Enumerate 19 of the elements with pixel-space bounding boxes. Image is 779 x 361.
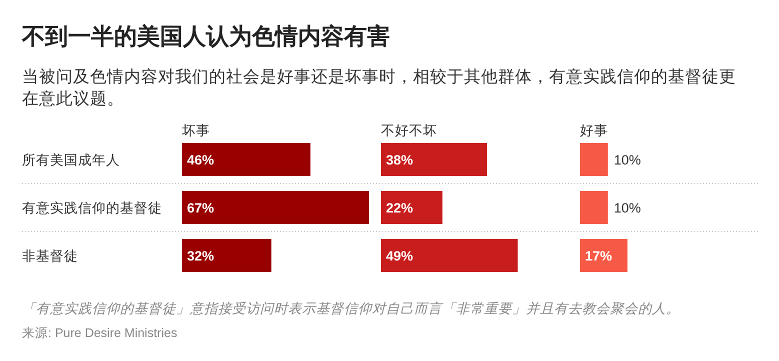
source-note: 来源: Pure Desire Ministries	[22, 326, 178, 340]
data-label: 22%	[386, 200, 414, 216]
data-label: 10%	[614, 200, 641, 216]
data-label: 49%	[386, 248, 414, 264]
chart-title: 不好不坏	[381, 123, 437, 138]
y-tick-label: 非基督徒	[22, 248, 78, 264]
text: 当被问及色情内容对我们的社会是好事还是坏事时，相较于其他群体，有意实践信仰的基督徒更在意此议题。	[22, 67, 736, 108]
data-label: 32%	[187, 248, 214, 264]
data-label: 67%	[187, 200, 214, 216]
data-label: 17%	[585, 248, 612, 264]
text: 不到一半的美国人认为色情内容有害	[21, 23, 390, 49]
y-tick-label: 有意实践信仰的基督徒	[22, 200, 162, 216]
data-label: 38%	[386, 152, 414, 168]
data-label: 46%	[187, 152, 214, 168]
chart-title: 好事	[580, 123, 608, 138]
data-label: 10%	[614, 152, 641, 168]
chart-title: 坏事	[181, 123, 210, 138]
y-tick-label: 所有美国成年人	[22, 152, 120, 168]
text: 「有意实践信仰的基督徒」意指接受访问时表示基督信仰对自己而言「非常重要」并且有去教会聚会的人。	[22, 301, 680, 316]
